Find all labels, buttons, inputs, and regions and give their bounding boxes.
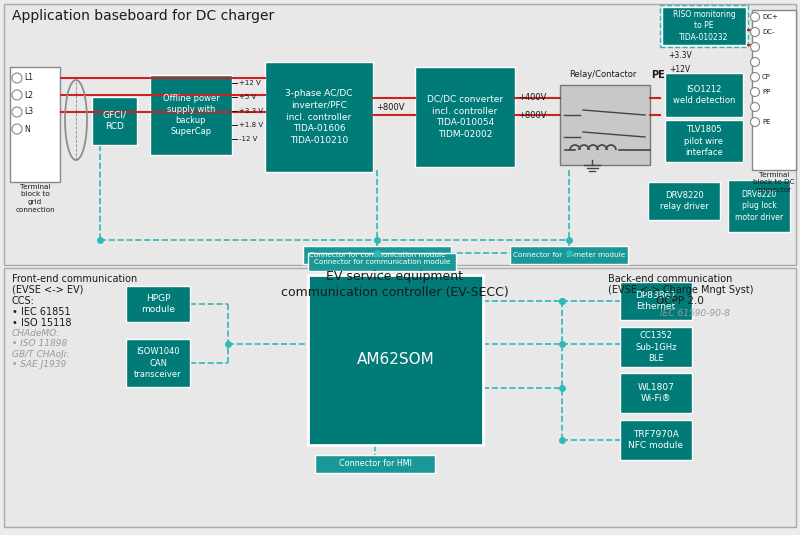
Text: DC+: DC+ xyxy=(762,14,778,20)
Circle shape xyxy=(750,12,759,21)
FancyBboxPatch shape xyxy=(303,246,451,264)
Text: DC-: DC- xyxy=(762,29,774,35)
Text: Back-end communication: Back-end communication xyxy=(608,274,732,284)
Text: L3: L3 xyxy=(24,108,33,117)
FancyBboxPatch shape xyxy=(10,67,60,182)
Text: GFCI/
RCD: GFCI/ RCD xyxy=(102,111,126,131)
Text: +800V: +800V xyxy=(518,111,546,119)
Text: RISO monitoring
to PE
TIDA-010232: RISO monitoring to PE TIDA-010232 xyxy=(673,10,735,42)
Text: 3-phase AC/DC
inverter/PFC
incl. controller
TIDA-01606
TIDA-010210: 3-phase AC/DC inverter/PFC incl. control… xyxy=(286,89,353,145)
Circle shape xyxy=(750,27,759,36)
Text: +3.3V: +3.3V xyxy=(668,50,692,59)
Text: (EVSE <-> Charge Mngt Syst): (EVSE <-> Charge Mngt Syst) xyxy=(608,285,754,295)
Text: Connector for  E-meter module: Connector for E-meter module xyxy=(513,252,625,258)
FancyBboxPatch shape xyxy=(415,67,515,167)
Text: • ISO 11898: • ISO 11898 xyxy=(12,339,67,348)
Text: Connector for HMI: Connector for HMI xyxy=(338,460,411,469)
Text: Connector for communication module: Connector for communication module xyxy=(314,259,450,265)
Circle shape xyxy=(12,90,22,100)
Circle shape xyxy=(750,57,759,66)
Circle shape xyxy=(750,118,759,126)
Circle shape xyxy=(12,73,22,83)
Text: CP: CP xyxy=(762,74,771,80)
Text: +12V: +12V xyxy=(670,65,690,73)
FancyBboxPatch shape xyxy=(620,282,692,320)
Text: CC1352
Sub-1GHz
BLE: CC1352 Sub-1GHz BLE xyxy=(635,331,677,363)
FancyBboxPatch shape xyxy=(92,97,137,145)
FancyBboxPatch shape xyxy=(4,268,796,527)
FancyBboxPatch shape xyxy=(665,120,743,162)
Text: Connector for communication module: Connector for communication module xyxy=(309,252,446,258)
Circle shape xyxy=(750,103,759,111)
Circle shape xyxy=(750,73,759,81)
Text: PE: PE xyxy=(762,119,770,125)
FancyBboxPatch shape xyxy=(752,10,796,170)
FancyBboxPatch shape xyxy=(510,246,628,264)
FancyBboxPatch shape xyxy=(620,327,692,367)
FancyBboxPatch shape xyxy=(728,180,790,232)
Text: HPGP
module: HPGP module xyxy=(141,294,175,314)
Text: DC/DC converter
incl. controller
TIDA-010054
TIDM-02002: DC/DC converter incl. controller TIDA-01… xyxy=(427,95,503,139)
Text: PP: PP xyxy=(762,89,770,95)
Text: • IEC 61851: • IEC 61851 xyxy=(12,307,70,317)
Circle shape xyxy=(12,107,22,117)
Text: WL1807
Wi-Fi®: WL1807 Wi-Fi® xyxy=(638,383,674,403)
Text: (EVSE <-> EV): (EVSE <-> EV) xyxy=(12,285,83,295)
Text: PE: PE xyxy=(651,70,665,80)
Text: Terminal
block to DC
connector: Terminal block to DC connector xyxy=(753,172,795,193)
Text: N: N xyxy=(24,125,30,134)
Text: CHAdeMO:: CHAdeMO: xyxy=(12,329,60,338)
Text: IEC 61590-90-8: IEC 61590-90-8 xyxy=(660,309,730,318)
FancyBboxPatch shape xyxy=(150,75,232,155)
Text: EV service equipment
communication controller (EV-SECC): EV service equipment communication contr… xyxy=(281,270,509,299)
Text: Offline power
supply with
backup
SuperCap: Offline power supply with backup SuperCa… xyxy=(162,94,219,136)
Text: Terminal
block to
grid
connection: Terminal block to grid connection xyxy=(15,184,55,212)
Text: ISOW1040
CAN
transceiver: ISOW1040 CAN transceiver xyxy=(134,347,182,379)
Text: +800V: +800V xyxy=(376,103,405,112)
FancyBboxPatch shape xyxy=(315,455,435,473)
Text: OCPP 2.0: OCPP 2.0 xyxy=(656,296,704,306)
Text: +1.8 V: +1.8 V xyxy=(239,122,263,128)
Text: Application baseboard for DC charger: Application baseboard for DC charger xyxy=(12,9,274,23)
Text: TLV1805
pilot wire
interface: TLV1805 pilot wire interface xyxy=(685,125,723,157)
Text: Relay/Contactor: Relay/Contactor xyxy=(570,70,637,79)
Text: DRV8220
relay driver: DRV8220 relay driver xyxy=(660,191,708,211)
Text: +400V: +400V xyxy=(518,94,546,103)
Text: GB/T CHAoJi:: GB/T CHAoJi: xyxy=(12,350,70,359)
Text: Front-end communication: Front-end communication xyxy=(12,274,138,284)
FancyBboxPatch shape xyxy=(308,253,456,271)
Text: TRF7970A
NFC module: TRF7970A NFC module xyxy=(629,430,683,450)
FancyBboxPatch shape xyxy=(265,62,373,172)
FancyBboxPatch shape xyxy=(662,7,746,45)
Text: DRV8220
plug lock
motor driver: DRV8220 plug lock motor driver xyxy=(735,190,783,221)
FancyBboxPatch shape xyxy=(126,339,190,387)
Circle shape xyxy=(12,124,22,134)
FancyBboxPatch shape xyxy=(308,275,483,445)
FancyBboxPatch shape xyxy=(620,420,692,460)
FancyBboxPatch shape xyxy=(665,73,743,117)
Text: • ISO 15118: • ISO 15118 xyxy=(12,318,71,328)
Text: DP83867
Ethernet: DP83867 Ethernet xyxy=(635,291,677,311)
Circle shape xyxy=(750,42,759,51)
FancyBboxPatch shape xyxy=(620,373,692,413)
Text: ISO1212
weld detection: ISO1212 weld detection xyxy=(673,85,735,105)
Text: -12 V: -12 V xyxy=(239,136,258,142)
Text: +3.3 V: +3.3 V xyxy=(239,108,263,114)
FancyBboxPatch shape xyxy=(648,182,720,220)
Text: +12 V: +12 V xyxy=(239,80,261,86)
Text: AM62SOM: AM62SOM xyxy=(357,353,434,368)
Text: L1: L1 xyxy=(24,73,33,82)
FancyBboxPatch shape xyxy=(126,286,190,322)
Text: +5 V: +5 V xyxy=(239,94,256,100)
Circle shape xyxy=(750,88,759,96)
Text: CCS:: CCS: xyxy=(12,296,35,306)
FancyBboxPatch shape xyxy=(4,4,796,265)
Text: L2: L2 xyxy=(24,90,33,100)
Text: • SAE J1939: • SAE J1939 xyxy=(12,360,66,369)
FancyBboxPatch shape xyxy=(560,85,650,165)
